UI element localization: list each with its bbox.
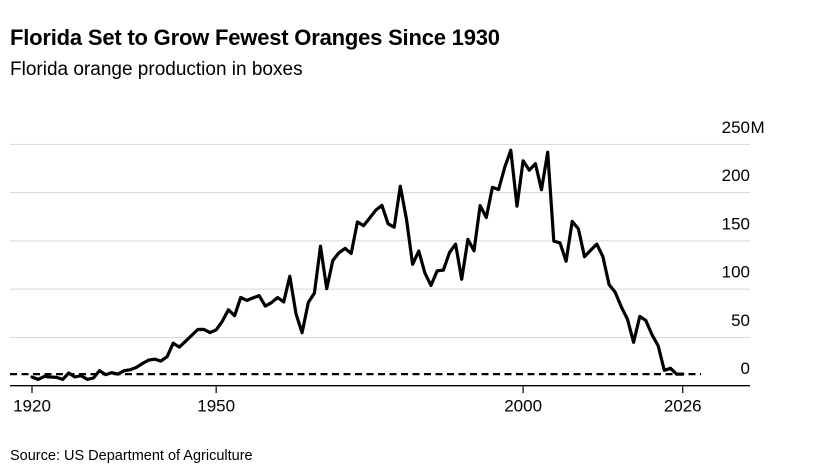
svg-text:2000: 2000 (504, 397, 542, 416)
y-axis-labels: 0 50 100 150 200 250 M (722, 118, 765, 378)
chart-subtitle: Florida orange production in boxes (10, 59, 303, 80)
svg-text:M: M (751, 118, 765, 137)
svg-text:50: 50 (731, 311, 750, 330)
x-axis (10, 385, 750, 394)
svg-text:100: 100 (722, 263, 750, 282)
production-line (30, 148, 685, 381)
svg-text:200: 200 (722, 166, 750, 185)
svg-text:0: 0 (741, 359, 750, 378)
svg-text:1950: 1950 (197, 397, 235, 416)
x-axis-labels: 1920 1950 2000 2026 (13, 397, 702, 416)
chart-title: Florida Set to Grow Fewest Oranges Since… (10, 25, 500, 50)
svg-text:2026: 2026 (664, 397, 702, 416)
svg-text:250: 250 (722, 118, 750, 137)
gridlines (10, 143, 750, 338)
svg-text:150: 150 (722, 214, 750, 233)
svg-text:1920: 1920 (13, 397, 51, 416)
source-note: Source: US Department of Agriculture (10, 448, 253, 464)
